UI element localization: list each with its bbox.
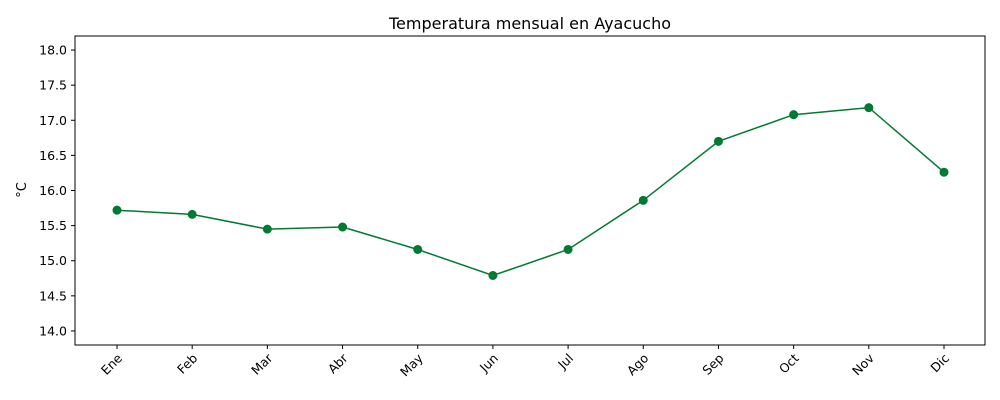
data-point: [488, 270, 498, 280]
x-tick-label: Ago: [624, 351, 652, 379]
x-tick-label: Feb: [174, 350, 200, 376]
y-tick-label: 15.5: [39, 218, 67, 233]
data-point: [864, 103, 874, 113]
y-tick-label: 15.0: [39, 253, 67, 268]
data-point: [112, 205, 122, 215]
data-point: [413, 244, 423, 254]
x-tick-label: Abr: [325, 350, 352, 377]
y-tick-label: 17.5: [39, 78, 67, 93]
data-point: [563, 244, 573, 254]
plot-frame: [74, 35, 986, 346]
data-point: [939, 167, 949, 177]
y-axis: 14.0 14.5 15.0 15.5 16.0 16.5 17.0 17.5 18.0: [39, 43, 75, 338]
y-tick-label: 16.0: [39, 183, 67, 198]
x-tick-label: Oct: [776, 350, 802, 376]
x-tick-label: Ene: [98, 350, 125, 377]
x-tick-label: Dic: [927, 350, 952, 375]
y-tick-label: 14.5: [39, 288, 67, 303]
y-tick-label: 16.5: [39, 148, 67, 163]
y-tick-label: 17.0: [39, 113, 67, 128]
data-point: [638, 195, 648, 205]
x-tick-label: Mar: [248, 350, 276, 378]
x-axis: Ene Feb Mar Abr May Jun Jul Ago Sep Oct Nov Dic: [98, 345, 952, 379]
x-tick-label: Jun: [476, 351, 501, 376]
data-point: [789, 110, 799, 120]
chart-title: Temperatura mensual en Ayacucho: [388, 14, 671, 33]
series-line: [116, 106, 945, 277]
series-layer: [112, 103, 949, 280]
data-point: [262, 224, 272, 234]
data-point: [187, 209, 197, 219]
y-tick-label: 14.0: [39, 323, 67, 338]
x-tick-label: Nov: [849, 350, 877, 378]
x-tick-label: Jul: [554, 351, 576, 373]
y-tick-label: 18.0: [39, 43, 67, 58]
x-tick-label: Sep: [699, 350, 726, 377]
data-point: [713, 136, 723, 146]
y-axis-label: °C: [15, 182, 30, 198]
x-tick-label: May: [397, 350, 426, 379]
data-point: [338, 222, 348, 232]
